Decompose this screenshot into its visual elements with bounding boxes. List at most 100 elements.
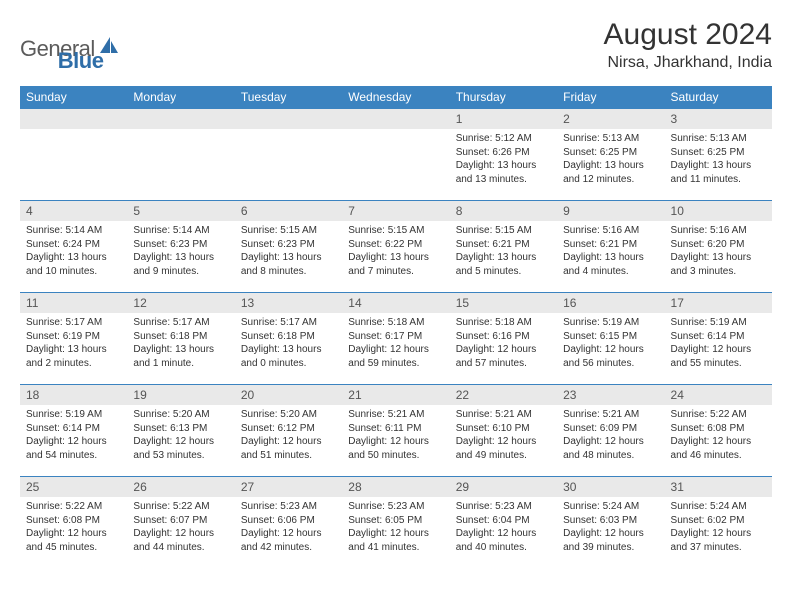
day-info [127,129,234,201]
day-header: Monday [127,86,234,109]
day-number: 30 [557,477,664,498]
week-info-row: Sunrise: 5:14 AMSunset: 6:24 PMDaylight:… [20,221,772,293]
sunset-text: Sunset: 6:16 PM [456,330,551,344]
sunrise-text: Sunrise: 5:22 AM [26,500,121,514]
day-info: Sunrise: 5:19 AMSunset: 6:15 PMDaylight:… [557,313,664,385]
daylight-text: and 45 minutes. [26,541,121,555]
week-info-row: Sunrise: 5:17 AMSunset: 6:19 PMDaylight:… [20,313,772,385]
sunset-text: Sunset: 6:17 PM [348,330,443,344]
sunset-text: Sunset: 6:22 PM [348,238,443,252]
day-info: Sunrise: 5:17 AMSunset: 6:18 PMDaylight:… [235,313,342,385]
title-block: August 2024 Nirsa, Jharkhand, India [604,18,772,72]
sunset-text: Sunset: 6:14 PM [26,422,121,436]
daylight-text: Daylight: 13 hours [26,343,121,357]
logo: General Blue [20,18,103,74]
sunrise-text: Sunrise: 5:23 AM [456,500,551,514]
day-info: Sunrise: 5:19 AMSunset: 6:14 PMDaylight:… [665,313,772,385]
daylight-text: and 42 minutes. [241,541,336,555]
day-header: Thursday [450,86,557,109]
daylight-text: and 12 minutes. [563,173,658,187]
daylight-text: Daylight: 13 hours [671,251,766,265]
day-info: Sunrise: 5:14 AMSunset: 6:23 PMDaylight:… [127,221,234,293]
header: General Blue August 2024 Nirsa, Jharkhan… [20,18,772,74]
calendar-table: Sunday Monday Tuesday Wednesday Thursday… [20,86,772,568]
sunset-text: Sunset: 6:18 PM [133,330,228,344]
daylight-text: and 5 minutes. [456,265,551,279]
day-number: 7 [342,201,449,222]
sunset-text: Sunset: 6:12 PM [241,422,336,436]
sunrise-text: Sunrise: 5:21 AM [456,408,551,422]
sunrise-text: Sunrise: 5:15 AM [241,224,336,238]
daylight-text: and 49 minutes. [456,449,551,463]
day-header: Friday [557,86,664,109]
sunrise-text: Sunrise: 5:18 AM [348,316,443,330]
daylight-text: Daylight: 12 hours [133,527,228,541]
day-info: Sunrise: 5:21 AMSunset: 6:11 PMDaylight:… [342,405,449,477]
day-number: 28 [342,477,449,498]
daylight-text: Daylight: 12 hours [671,527,766,541]
daylight-text: and 54 minutes. [26,449,121,463]
day-number: 31 [665,477,772,498]
sunrise-text: Sunrise: 5:14 AM [133,224,228,238]
sunrise-text: Sunrise: 5:21 AM [348,408,443,422]
daylight-text: Daylight: 12 hours [671,343,766,357]
daylight-text: and 51 minutes. [241,449,336,463]
day-info: Sunrise: 5:15 AMSunset: 6:22 PMDaylight:… [342,221,449,293]
sunset-text: Sunset: 6:19 PM [26,330,121,344]
day-number: 21 [342,385,449,406]
sunset-text: Sunset: 6:23 PM [133,238,228,252]
daylight-text: Daylight: 12 hours [563,435,658,449]
daylight-text: Daylight: 13 hours [671,159,766,173]
sunset-text: Sunset: 6:04 PM [456,514,551,528]
daylight-text: Daylight: 13 hours [241,251,336,265]
day-number: 11 [20,293,127,314]
daylight-text: and 13 minutes. [456,173,551,187]
sunset-text: Sunset: 6:20 PM [671,238,766,252]
daylight-text: and 44 minutes. [133,541,228,555]
day-header: Sunday [20,86,127,109]
daylight-text: and 56 minutes. [563,357,658,371]
day-number: 22 [450,385,557,406]
daylight-text: Daylight: 13 hours [563,159,658,173]
daylight-text: and 1 minute. [133,357,228,371]
week-info-row: Sunrise: 5:12 AMSunset: 6:26 PMDaylight:… [20,129,772,201]
day-number: 3 [665,109,772,130]
daylight-text: and 11 minutes. [671,173,766,187]
daylight-text: and 10 minutes. [26,265,121,279]
day-info: Sunrise: 5:18 AMSunset: 6:17 PMDaylight:… [342,313,449,385]
day-number: 26 [127,477,234,498]
daylight-text: and 0 minutes. [241,357,336,371]
week-daynum-row: 25262728293031 [20,477,772,498]
day-number: 9 [557,201,664,222]
day-number: 15 [450,293,557,314]
day-number: 16 [557,293,664,314]
day-number: 1 [450,109,557,130]
daylight-text: and 46 minutes. [671,449,766,463]
sunrise-text: Sunrise: 5:13 AM [671,132,766,146]
week-daynum-row: 18192021222324 [20,385,772,406]
sunset-text: Sunset: 6:15 PM [563,330,658,344]
week-daynum-row: 11121314151617 [20,293,772,314]
daylight-text: Daylight: 13 hours [241,343,336,357]
sunset-text: Sunset: 6:21 PM [456,238,551,252]
sunrise-text: Sunrise: 5:22 AM [133,500,228,514]
daylight-text: and 4 minutes. [563,265,658,279]
daylight-text: Daylight: 13 hours [456,159,551,173]
day-number [20,109,127,130]
sunset-text: Sunset: 6:25 PM [563,146,658,160]
sunrise-text: Sunrise: 5:15 AM [348,224,443,238]
day-info: Sunrise: 5:17 AMSunset: 6:19 PMDaylight:… [20,313,127,385]
day-info: Sunrise: 5:17 AMSunset: 6:18 PMDaylight:… [127,313,234,385]
daylight-text: Daylight: 13 hours [133,343,228,357]
day-info: Sunrise: 5:20 AMSunset: 6:13 PMDaylight:… [127,405,234,477]
daylight-text: and 8 minutes. [241,265,336,279]
daylight-text: and 50 minutes. [348,449,443,463]
sunrise-text: Sunrise: 5:13 AM [563,132,658,146]
sunset-text: Sunset: 6:03 PM [563,514,658,528]
daylight-text: Daylight: 12 hours [241,527,336,541]
day-number: 24 [665,385,772,406]
day-info: Sunrise: 5:22 AMSunset: 6:08 PMDaylight:… [665,405,772,477]
day-info: Sunrise: 5:20 AMSunset: 6:12 PMDaylight:… [235,405,342,477]
daylight-text: Daylight: 12 hours [671,435,766,449]
sunrise-text: Sunrise: 5:17 AM [133,316,228,330]
